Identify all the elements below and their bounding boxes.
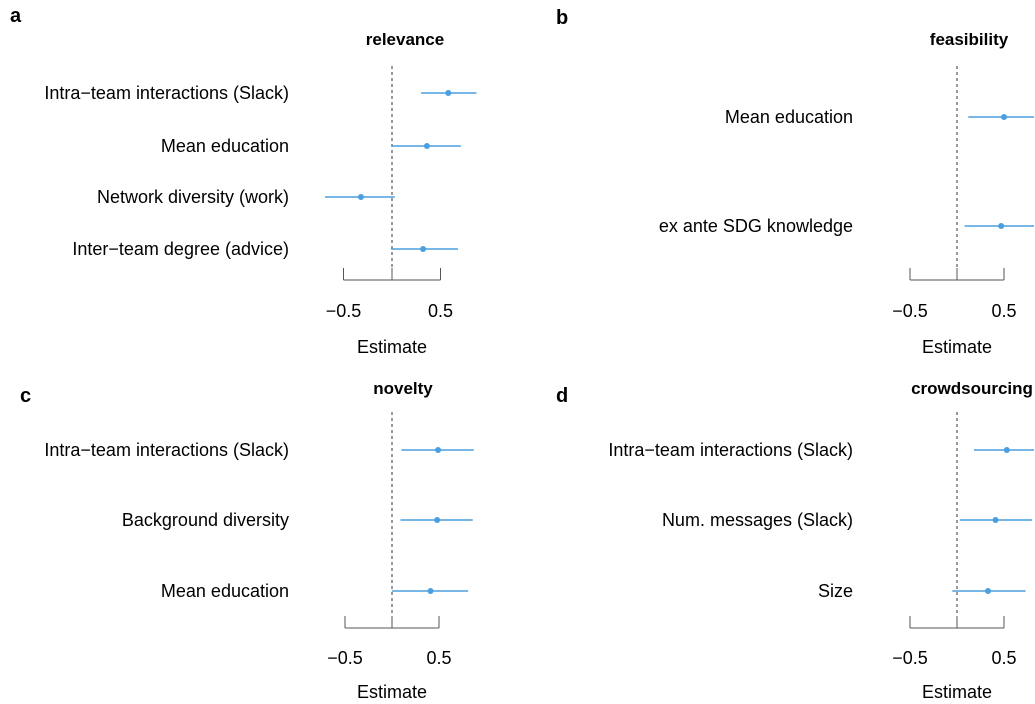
panel-letter: a [10, 5, 22, 27]
panel-d: d crowdsourcing Intra−team interactions … [556, 379, 1035, 702]
tick-label: 0.5 [991, 648, 1016, 668]
row-label: Background diversity [122, 510, 289, 530]
point-estimate [420, 246, 427, 252]
tick-label: −0.5 [326, 301, 362, 321]
tick-label: 0.5 [991, 301, 1016, 321]
x-axis-title: Estimate [357, 337, 427, 357]
rows: Mean education ex ante SDG knowledge [659, 66, 1035, 268]
point-estimate [985, 588, 992, 594]
x-axis: −0.5 0.5 [892, 616, 1017, 668]
panel-letter: b [556, 7, 568, 29]
panel-a: a relevance Intra−team interactions (Sla… [10, 5, 477, 357]
row-label: Mean education [161, 136, 289, 156]
row-label: Inter−team degree (advice) [72, 239, 289, 259]
panel-title: crowdsourcing [911, 379, 1033, 398]
row-label: Intra−team interactions (Slack) [44, 83, 289, 103]
panel-b: b feasibility Mean education ex ante SDG … [556, 7, 1035, 357]
rows: Intra−team interactions (Slack) Num. mess… [608, 412, 1035, 616]
point-estimate [357, 194, 364, 200]
point-estimate [427, 588, 434, 594]
point-estimate [434, 517, 441, 523]
point-estimate [992, 517, 999, 523]
row-label: Intra−team interactions (Slack) [608, 440, 853, 460]
panel-title: feasibility [930, 30, 1009, 49]
row-label: Size [818, 581, 853, 601]
row-label: Network diversity (work) [97, 187, 289, 207]
row-label: Num. messages (Slack) [662, 510, 853, 530]
row-label: Mean education [725, 107, 853, 127]
point-estimate [1003, 447, 1010, 453]
x-axis: −0.5 0.5 [327, 616, 452, 668]
rows: Intra−team interactions (Slack) Backgroun… [44, 412, 474, 616]
point-estimate [423, 143, 430, 149]
point-estimate [998, 223, 1005, 229]
point-estimate [445, 90, 452, 96]
panel-title: novelty [373, 379, 433, 398]
panel-letter: c [20, 385, 31, 407]
row-label: Intra−team interactions (Slack) [44, 440, 289, 460]
point-estimate [435, 447, 442, 453]
tick-label: 0.5 [426, 648, 451, 668]
row-label: ex ante SDG knowledge [659, 216, 853, 236]
row-label: Mean education [161, 581, 289, 601]
point-estimate [1001, 114, 1007, 120]
tick-label: −0.5 [892, 648, 928, 668]
tick-label: −0.5 [327, 648, 363, 668]
tick-label: 0.5 [428, 301, 453, 321]
x-axis-title: Estimate [922, 337, 992, 357]
tick-label: −0.5 [892, 301, 928, 321]
panel-letter: d [556, 385, 568, 407]
x-axis: −0.5 0.5 [326, 268, 453, 321]
x-axis: −0.5 0.5 [892, 268, 1017, 321]
x-axis-title: Estimate [922, 682, 992, 702]
x-axis-title: Estimate [357, 682, 427, 702]
panel-c: c novelty Intra−team interactions (Slack… [20, 379, 474, 702]
panel-title: relevance [366, 30, 444, 49]
rows: Intra−team interactions (Slack) Mean educ… [44, 66, 477, 268]
